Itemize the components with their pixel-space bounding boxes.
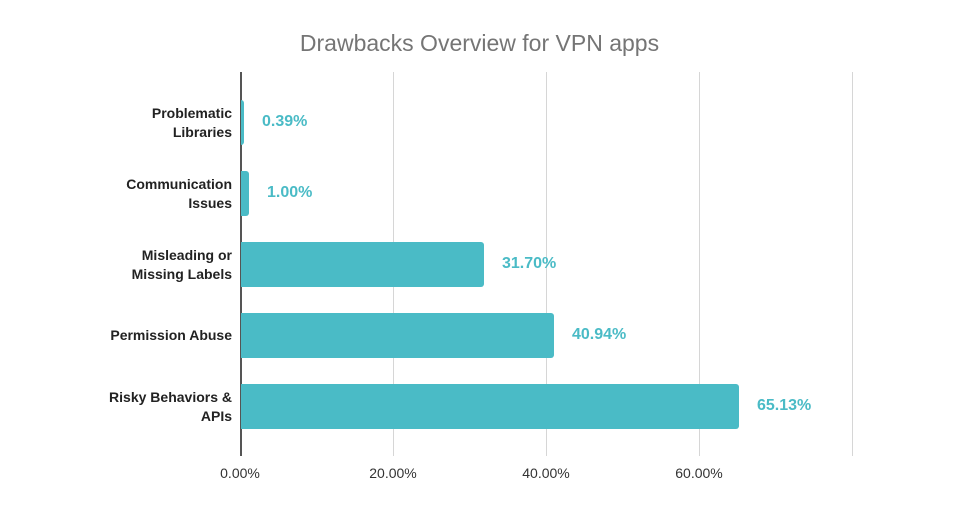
category-label: Risky Behaviors & APIs xyxy=(109,388,232,424)
category-label: Misleading or Missing Labels xyxy=(131,246,232,282)
gridline xyxy=(699,72,700,456)
bar xyxy=(241,100,244,145)
bar-value-label: 0.39% xyxy=(262,113,308,130)
category-label: Problematic Libraries xyxy=(151,104,232,140)
bar-value-label: 40.94% xyxy=(572,326,627,343)
chart-title: Drawbacks Overview for VPN apps xyxy=(299,30,660,56)
x-tick-label: 60.00% xyxy=(675,465,723,481)
bar xyxy=(241,171,249,216)
plot-area: 0.39% 1.00% 31.70% 40.94% 65.13% xyxy=(240,72,860,456)
bar-value-label: 1.00% xyxy=(267,184,313,201)
category-label: Communication Issues xyxy=(126,175,232,211)
bar-value-label: 65.13% xyxy=(757,397,812,414)
bar xyxy=(241,313,554,358)
x-tick-label: 20.00% xyxy=(369,465,417,481)
gridline xyxy=(546,72,547,456)
x-tick-label: 40.00% xyxy=(522,465,570,481)
gridline xyxy=(852,72,853,456)
x-tick-label: 0.00% xyxy=(220,465,260,481)
category-label: Permission Abuse xyxy=(110,327,232,343)
bar xyxy=(241,384,739,429)
bar-value-label: 31.70% xyxy=(502,255,557,272)
bar xyxy=(241,242,484,287)
